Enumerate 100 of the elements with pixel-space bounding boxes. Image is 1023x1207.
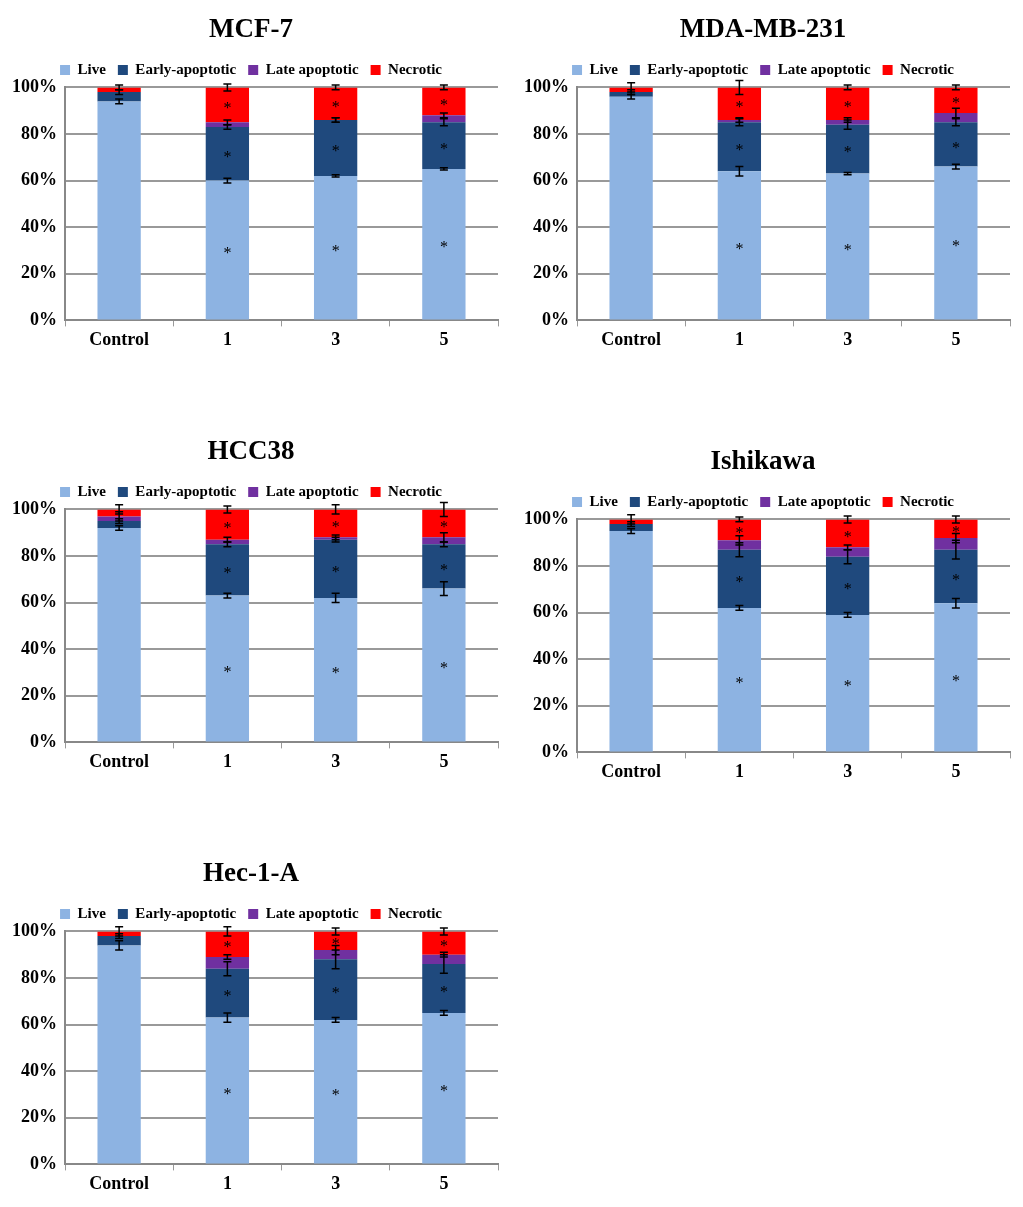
data-label: *: [223, 938, 232, 956]
legend-label: Live: [77, 60, 107, 77]
bar: [313, 120, 358, 176]
y-tick-label: 100%: [12, 76, 57, 97]
y-tick-label: 80%: [21, 966, 57, 987]
x-tick-label: 5: [439, 1172, 449, 1193]
data-label: *: [331, 563, 340, 581]
data-label: *: [439, 659, 448, 677]
legend-label: Necrotic: [388, 60, 443, 77]
bar: [313, 959, 358, 1020]
data-label: *: [331, 934, 340, 952]
legend-label: Live: [77, 482, 107, 499]
y-tick-label: 20%: [533, 694, 569, 715]
data-label: *: [843, 143, 852, 161]
bar: [609, 96, 653, 320]
bar: [717, 549, 762, 608]
bar: [422, 588, 466, 742]
bar: [97, 936, 141, 946]
y-tick-label: 40%: [533, 647, 569, 668]
bar: [422, 168, 466, 320]
y-tick-label: 60%: [533, 601, 569, 622]
data-label: *: [223, 564, 232, 582]
bar: [205, 180, 250, 320]
data-label: *: [331, 663, 340, 681]
x-tick-label: 3: [331, 750, 341, 771]
legend-label: Early-apoptotic: [647, 492, 749, 509]
legend-label: Early-apoptotic: [135, 904, 237, 921]
bar: [205, 122, 250, 128]
y-tick-label: 0%: [542, 309, 569, 330]
bar: [717, 540, 762, 550]
legend-label: Late apoptotic: [265, 482, 359, 499]
y-tick-label: 100%: [524, 508, 569, 529]
data-label: *: [735, 573, 744, 591]
data-label: *: [439, 139, 448, 157]
bar: [422, 122, 466, 169]
x-tick-label: 5: [951, 328, 961, 349]
bar: [205, 1017, 250, 1164]
data-label: *: [843, 97, 852, 115]
y-tick-label: 20%: [533, 262, 569, 283]
bar: [205, 957, 250, 969]
bar: [825, 519, 870, 548]
data-label: *: [735, 141, 744, 159]
x-tick-label: 3: [843, 328, 853, 349]
bar: [422, 544, 466, 589]
y-tick-label: 0%: [30, 1153, 57, 1174]
x-tick-label: 1: [734, 760, 744, 781]
y-tick-label: 0%: [30, 731, 57, 752]
legend-label: Early-apoptotic: [135, 482, 237, 499]
bar: [717, 122, 762, 172]
legend-label: Necrotic: [900, 60, 955, 77]
bar: [97, 101, 141, 320]
data-label: *: [843, 240, 852, 258]
data-label: *: [843, 580, 852, 598]
x-tick-label: 3: [843, 760, 853, 781]
legend-label: Necrotic: [388, 904, 443, 921]
data-label: *: [735, 673, 744, 691]
bar: [609, 531, 653, 752]
chart-title: MCF-7: [209, 13, 293, 44]
bar: [313, 175, 358, 320]
legend-label: Early-apoptotic: [135, 60, 237, 77]
data-label: *: [331, 1085, 340, 1103]
legend-label: Late apoptotic: [777, 492, 871, 509]
bar: [313, 950, 358, 960]
data-label: *: [843, 527, 852, 545]
bar: [717, 171, 762, 320]
data-label: *: [439, 937, 448, 955]
legend-label: Live: [77, 904, 107, 921]
bar: [825, 87, 870, 121]
data-label: *: [439, 517, 448, 535]
bar: [934, 538, 978, 550]
y-tick-label: 100%: [12, 498, 57, 519]
y-tick-label: 40%: [21, 637, 57, 658]
bar: [422, 964, 466, 1013]
data-label: *: [331, 983, 340, 1001]
data-label: *: [951, 570, 960, 588]
y-tick-label: 80%: [533, 122, 569, 143]
data-label: *: [223, 244, 232, 262]
chart-title: HCC38: [207, 435, 295, 466]
y-tick-label: 100%: [524, 76, 569, 97]
bar: [934, 603, 978, 752]
data-label: *: [331, 241, 340, 259]
y-tick-label: 40%: [533, 215, 569, 236]
data-label: *: [843, 677, 852, 695]
bar: [825, 547, 870, 557]
data-label: *: [223, 987, 232, 1005]
chart-title: MDA-MB-231: [679, 13, 847, 44]
x-tick-label: 1: [222, 750, 232, 771]
x-tick-label: 1: [734, 328, 744, 349]
y-tick-label: 0%: [30, 309, 57, 330]
bar: [717, 607, 762, 752]
y-tick-label: 80%: [21, 122, 57, 143]
bar: [825, 120, 870, 125]
bar: [205, 127, 250, 181]
data-label: *: [223, 518, 232, 536]
data-label: *: [951, 522, 960, 540]
bar: [313, 1019, 358, 1164]
bar: [313, 87, 358, 121]
bar: [205, 544, 250, 596]
y-tick-label: 80%: [21, 544, 57, 565]
x-tick-label: 1: [222, 1172, 232, 1193]
